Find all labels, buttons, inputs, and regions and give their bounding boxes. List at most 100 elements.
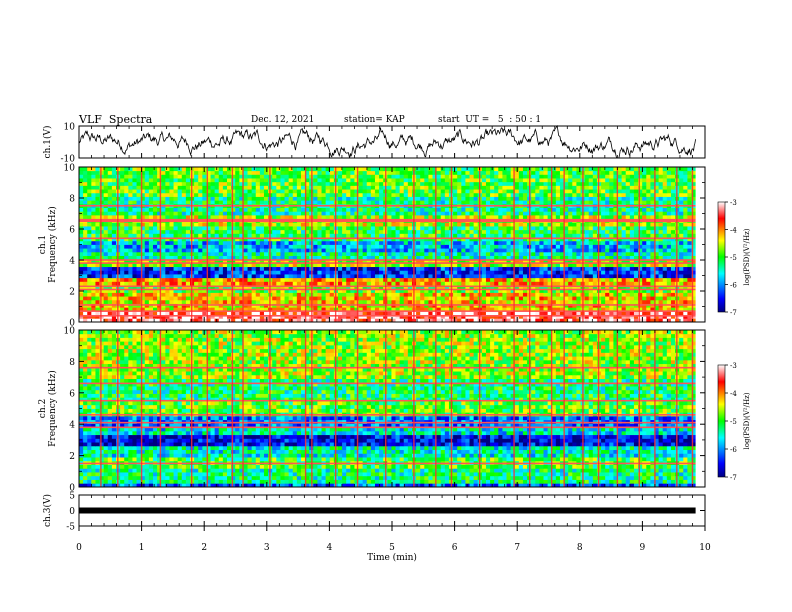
- psd-cell: [481, 200, 487, 205]
- psd-cell: [633, 310, 639, 316]
- psd-cell: [280, 255, 285, 260]
- psd-cell: [510, 277, 516, 282]
- psd-cell: [572, 277, 577, 282]
- psd-cell: [613, 211, 618, 216]
- psd-cell: [646, 207, 651, 212]
- psd-cell: [169, 222, 174, 227]
- psd-cell: [99, 240, 105, 245]
- psd-cell: [584, 288, 590, 293]
- psd-cell: [280, 266, 285, 271]
- psd-cell: [625, 307, 631, 312]
- psd-cell: [391, 296, 396, 301]
- psd-cell: [506, 226, 512, 231]
- psd-cell: [506, 318, 512, 323]
- psd-cell: [259, 229, 265, 234]
- psd-cell: [592, 270, 598, 275]
- psd-cell: [148, 222, 154, 227]
- psd-cell: [416, 211, 421, 216]
- psd-cell: [469, 244, 475, 249]
- psd-cell: [148, 214, 154, 220]
- psd-cell: [522, 299, 528, 304]
- psd-cell: [111, 248, 117, 253]
- psd-cell: [120, 318, 125, 323]
- psd-cell: [272, 211, 277, 216]
- psd-cell: [588, 281, 594, 286]
- psd-cell: [198, 281, 203, 286]
- station-label: station= KAP: [344, 115, 405, 125]
- psd-cell: [494, 274, 499, 279]
- psd-cell: [539, 314, 544, 319]
- psd-cell: [325, 296, 331, 301]
- psd-cell: [214, 226, 220, 231]
- psd-cell: [654, 211, 660, 216]
- psd-cell: [465, 214, 470, 220]
- psd-cell: [453, 296, 458, 301]
- psd-cell: [539, 229, 544, 234]
- psd-cell: [259, 307, 265, 312]
- psd-cell: [551, 226, 557, 231]
- psd-cell: [568, 251, 573, 256]
- psd-cell: [346, 270, 351, 275]
- psd-cell: [173, 214, 179, 220]
- psd-cell: [395, 237, 401, 242]
- psd-cell: [617, 251, 623, 256]
- psd-cell: [432, 244, 438, 249]
- psd-cell: [272, 296, 277, 301]
- psd-cell: [555, 288, 561, 293]
- psd-cell: [617, 207, 623, 212]
- psd-cell: [584, 211, 590, 216]
- psd-cell: [292, 244, 298, 249]
- psd-cell: [444, 307, 450, 312]
- psd-cell: [169, 292, 174, 297]
- psd-cell: [120, 240, 125, 245]
- psd-cell: [243, 211, 248, 216]
- psd-cell: [222, 196, 228, 201]
- psd-cell: [173, 262, 179, 268]
- psd-cell: [317, 226, 322, 231]
- psd-cell: [432, 214, 438, 220]
- psd-cell: [210, 270, 216, 275]
- psd-cell: [424, 237, 429, 242]
- psd-cell: [329, 318, 335, 323]
- psd-cell: [165, 229, 170, 234]
- psd-cell: [185, 214, 191, 220]
- psd-cell: [444, 318, 450, 323]
- psd-cell: [601, 259, 606, 264]
- psd-cell: [206, 237, 211, 242]
- psd-cell: [485, 248, 491, 253]
- psd-cell: [276, 237, 281, 242]
- psd-cell: [572, 255, 577, 260]
- psd-cell: [243, 240, 248, 245]
- psd-cell: [638, 214, 643, 220]
- psd-cell: [280, 274, 285, 279]
- psd-cell: [181, 248, 187, 253]
- psd-cell: [436, 240, 442, 245]
- psd-cell: [136, 310, 142, 316]
- psd-cell: [650, 222, 655, 227]
- psd-cell: [251, 299, 257, 304]
- psd-cell: [198, 214, 203, 220]
- psd-cell: [239, 299, 244, 304]
- psd-cell: [259, 222, 265, 227]
- psd-cell: [494, 318, 499, 323]
- psd-cell: [613, 237, 618, 242]
- psd-cell: [124, 207, 129, 212]
- psd-cell: [403, 307, 409, 312]
- psd-cell: [103, 214, 109, 220]
- psd-cell: [247, 299, 253, 304]
- psd-cell: [185, 200, 191, 205]
- psd-cell: [391, 244, 396, 249]
- psd-cell: [124, 211, 129, 216]
- psd-cell: [633, 274, 639, 279]
- psd-cell: [666, 292, 672, 297]
- psd-cell: [403, 262, 409, 268]
- psd-cell: [157, 211, 162, 216]
- psd-cell: [461, 314, 466, 319]
- psd-cell: [346, 240, 351, 245]
- psd-cell: [572, 200, 577, 205]
- psd-cell: [506, 244, 512, 249]
- psd-cell: [473, 288, 479, 293]
- psd-cell: [617, 281, 623, 286]
- psd-cell: [469, 299, 475, 304]
- psd-cell: [132, 248, 137, 253]
